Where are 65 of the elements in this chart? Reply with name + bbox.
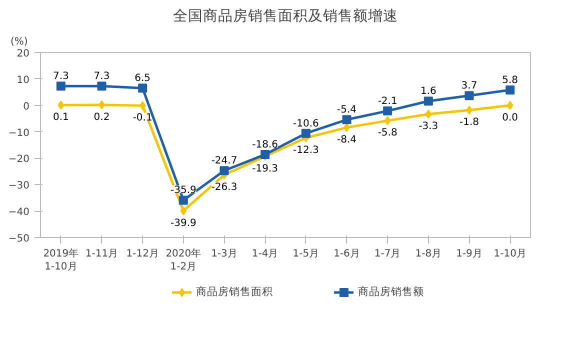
x-tick-label: 1-5月 <box>292 248 320 260</box>
point <box>506 86 515 95</box>
data-label: -0.1 <box>132 112 152 124</box>
legend-label: 商品房销售面积 <box>196 285 273 299</box>
x-tick-label: 1-10月 <box>494 248 526 260</box>
point <box>342 115 352 124</box>
data-label: 7.3 <box>52 71 69 82</box>
point <box>56 82 66 91</box>
data-label: -18.6 <box>252 140 278 151</box>
data-label: -5.8 <box>378 128 398 139</box>
y-tick-label: −50 <box>8 234 30 244</box>
y-tick-label: −20 <box>8 154 30 166</box>
x-tick-label: 2020年 1-2月 <box>166 248 202 273</box>
point <box>97 82 106 91</box>
data-label: 5.8 <box>502 75 518 86</box>
point <box>464 91 474 100</box>
point <box>139 101 146 110</box>
data-label: 0.1 <box>52 112 69 124</box>
data-label: -10.6 <box>292 118 319 130</box>
data-label: -5.4 <box>336 104 357 116</box>
data-label: -2.1 <box>378 96 398 107</box>
data-label: -3.3 <box>418 121 438 132</box>
y-tick-label: −30 <box>8 180 30 192</box>
data-label: -1.8 <box>459 117 480 128</box>
point <box>301 128 310 138</box>
x-tick-label: 1-12月 <box>126 248 159 260</box>
legend-label: 商品房销售额 <box>358 285 424 299</box>
x-tick-label: 1-8月 <box>415 248 442 260</box>
point <box>180 206 187 216</box>
data-label: 0.2 <box>94 112 110 123</box>
point <box>138 84 148 93</box>
x-tick-label: 1-11月 <box>85 248 118 260</box>
y-axis-title: (%) <box>10 36 28 48</box>
y-tick-label: 10 <box>16 74 30 86</box>
data-label: -26.3 <box>211 182 238 193</box>
point <box>58 100 64 110</box>
data-label: 0.0 <box>502 112 518 124</box>
x-tick-label: 1-4月 <box>252 248 278 260</box>
y-tick-label: 20 <box>16 48 30 60</box>
x-tick-label: 1-7月 <box>374 248 401 260</box>
data-label: 3.7 <box>461 80 478 92</box>
point <box>384 116 391 126</box>
point <box>506 100 514 110</box>
x-tick-label: 1-9月 <box>456 248 482 260</box>
data-label: 7.3 <box>94 71 110 82</box>
point <box>383 106 392 116</box>
point <box>425 110 432 119</box>
data-label: -8.4 <box>336 134 357 146</box>
point <box>178 196 188 205</box>
point <box>424 96 433 106</box>
data-label: -12.3 <box>292 144 319 156</box>
data-label: 1.6 <box>420 86 436 98</box>
chart-title: 全国商品房销售面积及销售额增速 <box>173 8 398 24</box>
x-tick-label: 1-6月 <box>334 248 360 260</box>
y-tick-label: −10 <box>8 128 30 139</box>
x-tick-label: 1-3月 <box>211 248 238 260</box>
y-tick-label: 0 <box>23 101 30 112</box>
data-label: -35.9 <box>170 185 196 196</box>
x-tick-label: 2019年 1-10月 <box>43 248 79 273</box>
data-label: -24.7 <box>211 156 238 167</box>
data-label: -19.3 <box>252 163 278 174</box>
y-tick-label: −40 <box>8 207 30 218</box>
data-label: 6.5 <box>134 73 151 84</box>
data-label: -39.9 <box>170 218 196 229</box>
point <box>220 166 229 176</box>
